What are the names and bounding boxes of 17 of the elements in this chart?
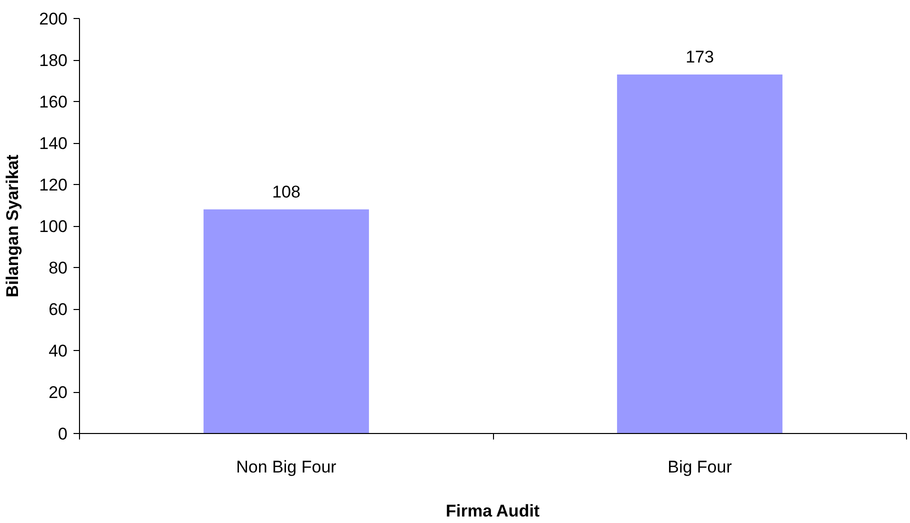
data-label: 108	[272, 182, 300, 202]
y-tick-label: 60	[48, 300, 68, 319]
y-tick-label: 200	[39, 10, 68, 28]
x-axis-title: Firma Audit	[446, 502, 540, 520]
data-label: 173	[686, 48, 714, 67]
y-tick-label: 160	[39, 92, 68, 112]
y-tick-label: 100	[39, 217, 68, 236]
y-tick-label: 180	[39, 51, 68, 70]
x-tick-label: Non Big Four	[236, 458, 337, 476]
y-tick-label: 140	[39, 134, 68, 153]
x-tick-label: Big Four	[668, 458, 732, 476]
y-tick-label: 0	[58, 424, 68, 444]
y-tick-label: 120	[39, 176, 68, 194]
y-axis-title: Bilangan Syarikat	[3, 154, 22, 298]
y-tick-label: 80	[48, 258, 68, 278]
y-tick-label: 40	[48, 342, 68, 360]
y-tick-label: 20	[48, 383, 68, 402]
